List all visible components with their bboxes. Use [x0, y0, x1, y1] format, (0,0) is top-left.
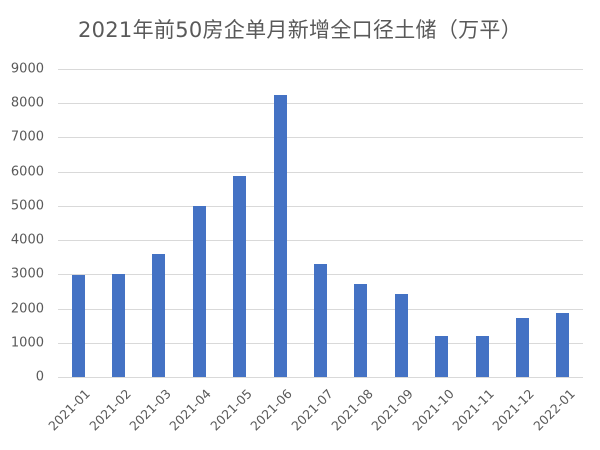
gridline [58, 69, 583, 70]
bar-2021-06 [273, 95, 287, 377]
bar-2021-08 [354, 283, 368, 377]
y-tick-label: 8000 [10, 95, 44, 111]
bar-2021-02 [112, 274, 126, 377]
y-tick-label: 2000 [10, 301, 44, 317]
x-tick-label: 2021-05 [207, 386, 255, 434]
x-tick-label: 2021-09 [368, 386, 417, 434]
gridline [58, 377, 583, 378]
y-tick-label: 9000 [10, 61, 44, 77]
bar-2021-12 [515, 318, 529, 377]
bar-2022-01 [556, 313, 570, 377]
bar-2021-01 [71, 275, 85, 377]
x-tick-label: 2021-10 [408, 386, 457, 434]
y-tick-label: 5000 [10, 198, 44, 214]
gridline [58, 171, 583, 173]
bar-2021-10 [435, 335, 449, 377]
gridline [58, 137, 583, 139]
y-tick-label: 7000 [10, 129, 44, 145]
bar-2021-03 [152, 253, 166, 377]
y-tick-label: 3000 [10, 266, 44, 282]
x-tick-label: 2021-06 [247, 386, 295, 434]
y-tick-label: 6000 [10, 164, 44, 180]
x-tick-label: 2021-11 [449, 386, 497, 434]
x-tick-label: 2021-02 [85, 386, 134, 434]
x-tick-label: 2021-04 [166, 386, 215, 434]
y-tick-label: 1000 [10, 335, 44, 351]
gridline [58, 205, 583, 207]
y-tick-label: 4000 [10, 232, 44, 248]
y-tick-label: 0 [35, 369, 44, 385]
gridline [58, 240, 583, 242]
bar-2021-04 [192, 205, 206, 377]
bar-2021-11 [475, 336, 489, 377]
x-tick-label: 2021-03 [126, 386, 174, 434]
x-tick-label: 2021-12 [489, 386, 538, 434]
bar-2021-05 [233, 175, 247, 377]
gridline [58, 103, 583, 105]
chart-title: 2021年前50房企单月新增全口径土储（万平） [77, 18, 523, 42]
x-tick-label: 2021-08 [328, 386, 376, 434]
plot-area [58, 69, 583, 378]
x-tick-label: 2021-01 [45, 386, 94, 434]
x-tick-label: 2022-01 [530, 386, 578, 434]
bar-2021-07 [314, 264, 327, 377]
x-tick-label: 2021-07 [287, 386, 336, 434]
bar-2021-09 [394, 293, 408, 377]
